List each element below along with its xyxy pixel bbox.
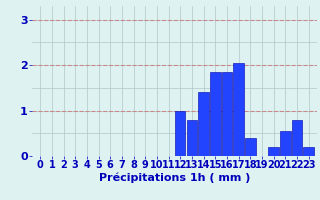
Bar — [222, 72, 232, 156]
Bar — [198, 92, 209, 156]
Bar — [187, 120, 197, 156]
Bar — [303, 147, 314, 156]
Bar — [268, 147, 279, 156]
Bar — [292, 120, 302, 156]
Bar — [210, 72, 220, 156]
Bar — [233, 63, 244, 156]
Bar — [280, 131, 291, 156]
Bar — [175, 111, 186, 156]
X-axis label: Précipitations 1h ( mm ): Précipitations 1h ( mm ) — [99, 173, 250, 183]
Bar — [245, 138, 256, 156]
